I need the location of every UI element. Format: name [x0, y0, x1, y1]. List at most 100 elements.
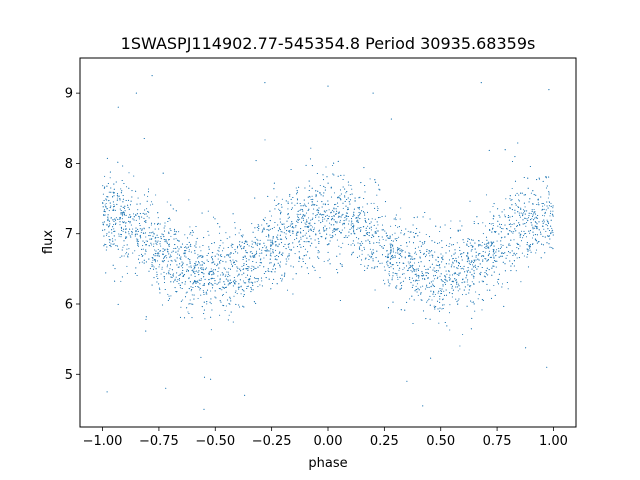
data-point	[529, 246, 531, 248]
data-point	[486, 260, 488, 262]
data-point	[350, 227, 353, 229]
data-point	[426, 284, 428, 286]
data-point	[538, 221, 540, 223]
data-point	[231, 243, 233, 245]
data-point	[374, 181, 376, 183]
data-point	[535, 194, 537, 196]
data-point	[219, 255, 221, 257]
data-point	[277, 203, 279, 205]
data-point	[489, 211, 491, 213]
data-point	[473, 277, 475, 279]
data-point	[105, 272, 107, 274]
data-point	[311, 165, 313, 167]
data-point	[132, 218, 134, 220]
data-point	[525, 232, 527, 235]
data-point	[342, 207, 344, 209]
data-point	[179, 287, 181, 289]
data-point	[125, 199, 127, 202]
data-point	[304, 263, 307, 265]
data-point	[419, 231, 421, 233]
data-point	[232, 321, 234, 323]
data-point	[449, 279, 451, 281]
data-point	[119, 217, 121, 219]
data-point	[132, 228, 134, 230]
data-point	[548, 192, 550, 194]
data-point	[367, 225, 369, 227]
data-point	[124, 205, 126, 207]
data-point	[361, 253, 363, 255]
data-point	[145, 244, 147, 246]
data-point	[272, 268, 274, 270]
data-point	[500, 240, 502, 242]
data-point	[408, 255, 411, 257]
data-point	[292, 226, 294, 228]
data-point	[254, 197, 256, 199]
data-point	[440, 273, 442, 275]
data-point	[266, 229, 268, 231]
data-point	[255, 252, 258, 254]
data-point	[493, 252, 495, 254]
data-point	[520, 208, 522, 210]
data-point	[176, 291, 178, 293]
data-point	[217, 275, 219, 277]
data-point	[319, 184, 321, 187]
data-point	[259, 252, 261, 254]
data-point	[513, 231, 515, 233]
data-point	[264, 139, 266, 141]
data-point	[524, 213, 526, 215]
data-point	[243, 272, 245, 274]
data-point	[414, 233, 417, 235]
data-point	[155, 253, 157, 255]
data-point	[519, 216, 521, 218]
data-point	[461, 253, 463, 255]
data-point	[493, 265, 495, 267]
data-point	[140, 231, 142, 233]
data-point	[437, 264, 439, 267]
data-point	[536, 203, 538, 206]
data-point	[253, 269, 255, 271]
data-point	[260, 262, 263, 264]
data-point	[514, 202, 516, 205]
data-point	[139, 262, 141, 264]
data-point	[538, 229, 540, 231]
data-point	[360, 229, 362, 231]
data-point	[475, 256, 477, 258]
data-point	[232, 213, 234, 215]
data-point	[187, 311, 189, 313]
data-point	[242, 289, 244, 291]
data-point	[142, 248, 144, 250]
data-point	[193, 268, 195, 270]
data-point	[348, 235, 350, 237]
data-point	[430, 285, 432, 287]
data-point	[288, 225, 290, 228]
data-point	[108, 231, 110, 233]
data-point	[279, 277, 282, 279]
data-point	[516, 247, 518, 249]
data-point	[189, 302, 191, 305]
data-point	[543, 215, 545, 217]
data-point	[262, 229, 264, 231]
data-point	[265, 277, 267, 279]
data-point	[402, 280, 404, 282]
data-point	[308, 208, 310, 210]
data-point	[361, 250, 363, 252]
data-point	[449, 243, 451, 245]
data-point	[159, 288, 161, 290]
data-point	[540, 233, 542, 235]
data-point	[190, 265, 192, 267]
data-point	[144, 213, 146, 215]
data-point	[293, 246, 295, 248]
data-point	[152, 203, 154, 205]
data-point	[176, 280, 178, 282]
data-point	[308, 195, 310, 197]
data-point	[511, 187, 513, 190]
data-point	[241, 241, 243, 243]
data-point	[439, 288, 441, 290]
data-point	[120, 188, 122, 190]
data-point	[363, 248, 366, 250]
data-point	[493, 256, 495, 258]
data-point	[123, 212, 125, 214]
data-point	[288, 258, 290, 260]
data-point	[278, 252, 280, 255]
data-point	[423, 274, 425, 276]
